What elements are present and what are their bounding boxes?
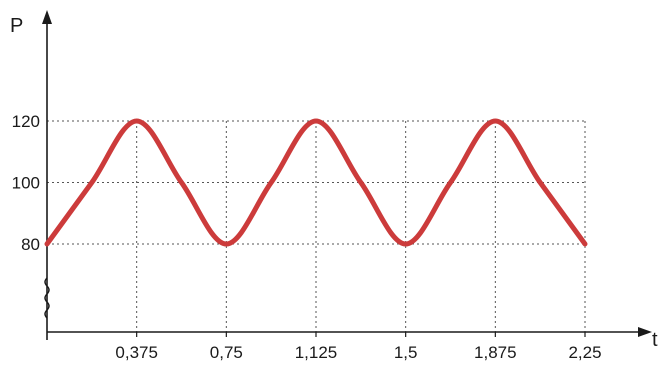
x-tick-label: 0,75 <box>210 343 243 362</box>
series-line <box>44 118 588 247</box>
axis-break-icon <box>44 277 50 319</box>
x-tick-label: 0,375 <box>115 343 158 362</box>
tick-labels: 80 100 120 0,375 0,75 1,125 1,5 1,875 2,25 <box>12 112 602 362</box>
y-axis-arrow-icon <box>42 10 52 24</box>
axes <box>42 10 652 340</box>
series-group <box>44 118 588 247</box>
grid-lines <box>47 120 586 332</box>
x-tick-label: 1,125 <box>295 343 338 362</box>
x-tick-label: 1,875 <box>474 343 517 362</box>
x-axis-arrow-icon <box>638 327 652 337</box>
y-tick-label: 80 <box>21 235 40 254</box>
x-axis-label: t <box>652 329 658 351</box>
x-tick-label: 1,5 <box>394 343 418 362</box>
x-tick-label: 2,25 <box>568 343 601 362</box>
y-tick-label: 120 <box>12 112 40 131</box>
y-axis-label: P <box>10 15 23 37</box>
y-tick-label: 100 <box>12 174 40 193</box>
